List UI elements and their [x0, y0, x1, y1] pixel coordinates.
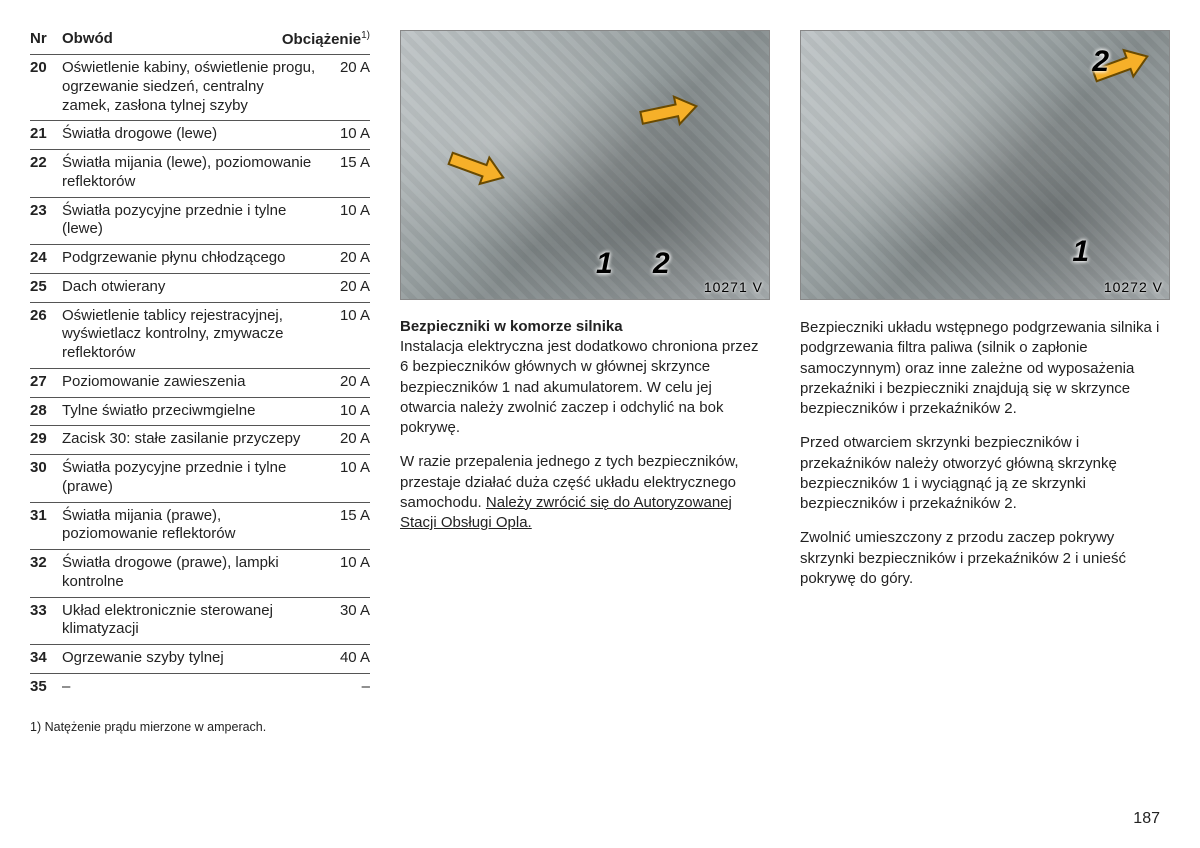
fuse-nr: 33: [30, 602, 62, 640]
fuse-circuit: Światła mijania (lewe), poziomowanie ref…: [62, 154, 324, 192]
fuse-row: 34Ogrzewanie szyby tylnej40 A: [30, 644, 370, 673]
fuse-circuit: –: [62, 678, 324, 697]
image-id-tag: 10271 V: [704, 279, 763, 295]
fuse-load: 20 A: [324, 249, 370, 268]
right-column: 2 1 10272 V Bezpieczniki układu wstępneg…: [800, 30, 1170, 828]
fuse-row: 35––: [30, 673, 370, 702]
footnote: 1) Natężenie prądu mierzone w amperach.: [30, 720, 370, 734]
fuse-row: 23Światła pozycyjne przednie i tylne (le…: [30, 197, 370, 245]
fuse-nr: 25: [30, 278, 62, 297]
fuse-row: 22Światła mijania (lewe), poziomowanie r…: [30, 149, 370, 197]
image-id-tag: 10272 V: [1104, 279, 1163, 295]
fuse-nr: 23: [30, 202, 62, 240]
arrow-left-icon: [443, 142, 511, 194]
fuse-row: 25Dach otwierany20 A: [30, 273, 370, 302]
fuse-nr: 34: [30, 649, 62, 668]
fuse-circuit: Światła pozycyjne przednie i tylne (praw…: [62, 459, 324, 497]
fuse-load: 10 A: [324, 202, 370, 240]
fuse-circuit: Układ elektronicznie sterowanej klimatyz…: [62, 602, 324, 640]
fuse-row: 30Światła pozycyjne przednie i tylne (pr…: [30, 454, 370, 502]
fuse-row: 24Podgrzewanie płynu chłodzącego20 A: [30, 244, 370, 273]
fuse-table-header: Nr Obwód Obciążenie1): [30, 30, 370, 48]
mid-heading: Bezpieczniki w komorze silnika: [400, 318, 770, 335]
fuse-circuit: Dach otwierany: [62, 278, 324, 297]
fuse-nr: 32: [30, 554, 62, 592]
right-para-3: Zwolnić umieszczony z przodu zaczep pokr…: [800, 528, 1170, 589]
fuse-circuit: Podgrzewanie płynu chłodzącego: [62, 249, 324, 268]
fuse-nr: 26: [30, 307, 62, 363]
header-circuit: Obwód: [62, 30, 280, 48]
fuse-row: 27Poziomowanie zawieszenia20 A: [30, 368, 370, 397]
fuse-circuit: Zacisk 30: stałe zasilanie przyczepy: [62, 430, 324, 449]
arrow-right-icon: [636, 89, 702, 135]
fuse-circuit: Poziomowanie zawieszenia: [62, 373, 324, 392]
fuse-row: 28Tylne światło przeciwmgielne10 A: [30, 397, 370, 426]
fuse-load: 15 A: [324, 507, 370, 545]
fuse-circuit: Oświetlenie tablicy rejestracyjnej, wyśw…: [62, 307, 324, 363]
fuse-load: 20 A: [324, 59, 370, 115]
fuse-nr: 31: [30, 507, 62, 545]
fuse-circuit: Ogrzewanie szyby tylnej: [62, 649, 324, 668]
fuse-row: 31Światła mijania (prawe), poziomowanie …: [30, 502, 370, 550]
fuse-row: 33Układ elektronicznie sterowanej klimat…: [30, 597, 370, 645]
right-para-1: Bezpieczniki układu wstępnego podgrzewan…: [800, 318, 1170, 419]
fuse-load: 30 A: [324, 602, 370, 640]
fuse-nr: 30: [30, 459, 62, 497]
fuse-nr: 22: [30, 154, 62, 192]
fuse-nr: 28: [30, 402, 62, 421]
fuse-circuit: Światła drogowe (prawe), lampki kontroln…: [62, 554, 324, 592]
header-load: Obciążenie1): [280, 30, 370, 48]
fuse-nr: 20: [30, 59, 62, 115]
fuse-nr: 24: [30, 249, 62, 268]
fuse-circuit: Światła drogowe (lewe): [62, 125, 324, 144]
fuse-load: 40 A: [324, 649, 370, 668]
callout-2: 2: [1092, 45, 1109, 79]
fuse-load: 20 A: [324, 430, 370, 449]
fuse-table-body: 20Oświetlenie kabiny, oświetlenie progu,…: [30, 54, 370, 702]
fuse-load: 20 A: [324, 373, 370, 392]
fuse-load: 15 A: [324, 154, 370, 192]
fuse-row: 32Światła drogowe (prawe), lampki kontro…: [30, 549, 370, 597]
fuse-load: 20 A: [324, 278, 370, 297]
header-load-text: Obciążenie: [282, 31, 361, 48]
fuse-row: 26Oświetlenie tablicy rejestracyjnej, wy…: [30, 302, 370, 368]
fuse-load: 10 A: [324, 307, 370, 363]
mid-para-1: Instalacja elektryczna jest dodatkowo ch…: [400, 337, 770, 438]
manual-page: Nr Obwód Obciążenie1) 20Oświetlenie kabi…: [30, 30, 1170, 828]
fuse-load: 10 A: [324, 459, 370, 497]
fuse-load: 10 A: [324, 402, 370, 421]
fuse-nr: 21: [30, 125, 62, 144]
page-number: 187: [1133, 810, 1160, 828]
right-para-2: Przed otwarciem skrzynki bezpieczników i…: [800, 433, 1170, 514]
fuse-circuit: Tylne światło przeciwmgielne: [62, 402, 324, 421]
fuse-row: 20Oświetlenie kabiny, oświetlenie progu,…: [30, 54, 370, 120]
header-load-sup: 1): [361, 30, 370, 41]
fuse-nr: 29: [30, 430, 62, 449]
middle-column: 1 2 10271 V Bezpieczniki w komorze silni…: [400, 30, 770, 828]
fuse-nr: 27: [30, 373, 62, 392]
engine-fusebox-illustration: 1 2 10271 V: [400, 30, 770, 300]
relay-box-illustration: 2 1 10272 V: [800, 30, 1170, 300]
callout-2: 2: [653, 247, 670, 281]
fuse-row: 29Zacisk 30: stałe zasilanie przyczepy20…: [30, 425, 370, 454]
fuse-circuit: Światła mijania (prawe), poziomowanie re…: [62, 507, 324, 545]
fuse-circuit: Oświetlenie kabiny, oświetlenie progu, o…: [62, 59, 324, 115]
header-nr: Nr: [30, 30, 62, 48]
fuse-circuit: Światła pozycyjne przednie i tylne (lewe…: [62, 202, 324, 240]
callout-1: 1: [596, 247, 613, 281]
fuse-load: –: [324, 678, 370, 697]
fuse-load: 10 A: [324, 554, 370, 592]
mid-para-2: W razie przepalenia jednego z tych bezpi…: [400, 452, 770, 533]
fuse-table-column: Nr Obwód Obciążenie1) 20Oświetlenie kabi…: [30, 30, 370, 828]
fuse-load: 10 A: [324, 125, 370, 144]
fuse-row: 21Światła drogowe (lewe)10 A: [30, 120, 370, 149]
fuse-nr: 35: [30, 678, 62, 697]
callout-1: 1: [1072, 235, 1089, 269]
